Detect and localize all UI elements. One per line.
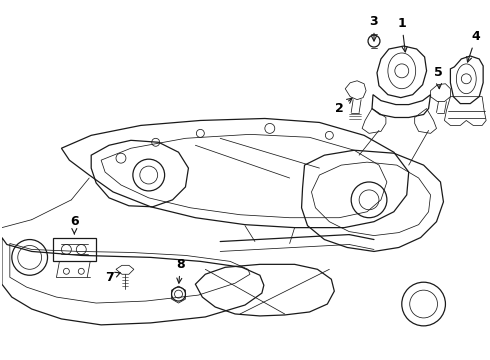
Text: 7: 7 bbox=[105, 271, 120, 284]
Text: 4: 4 bbox=[467, 30, 481, 62]
Text: 3: 3 bbox=[369, 15, 378, 41]
Text: 1: 1 bbox=[397, 17, 407, 52]
Text: 2: 2 bbox=[335, 98, 352, 115]
Text: 6: 6 bbox=[70, 215, 78, 234]
Text: 8: 8 bbox=[176, 258, 185, 283]
Text: 5: 5 bbox=[434, 66, 443, 89]
